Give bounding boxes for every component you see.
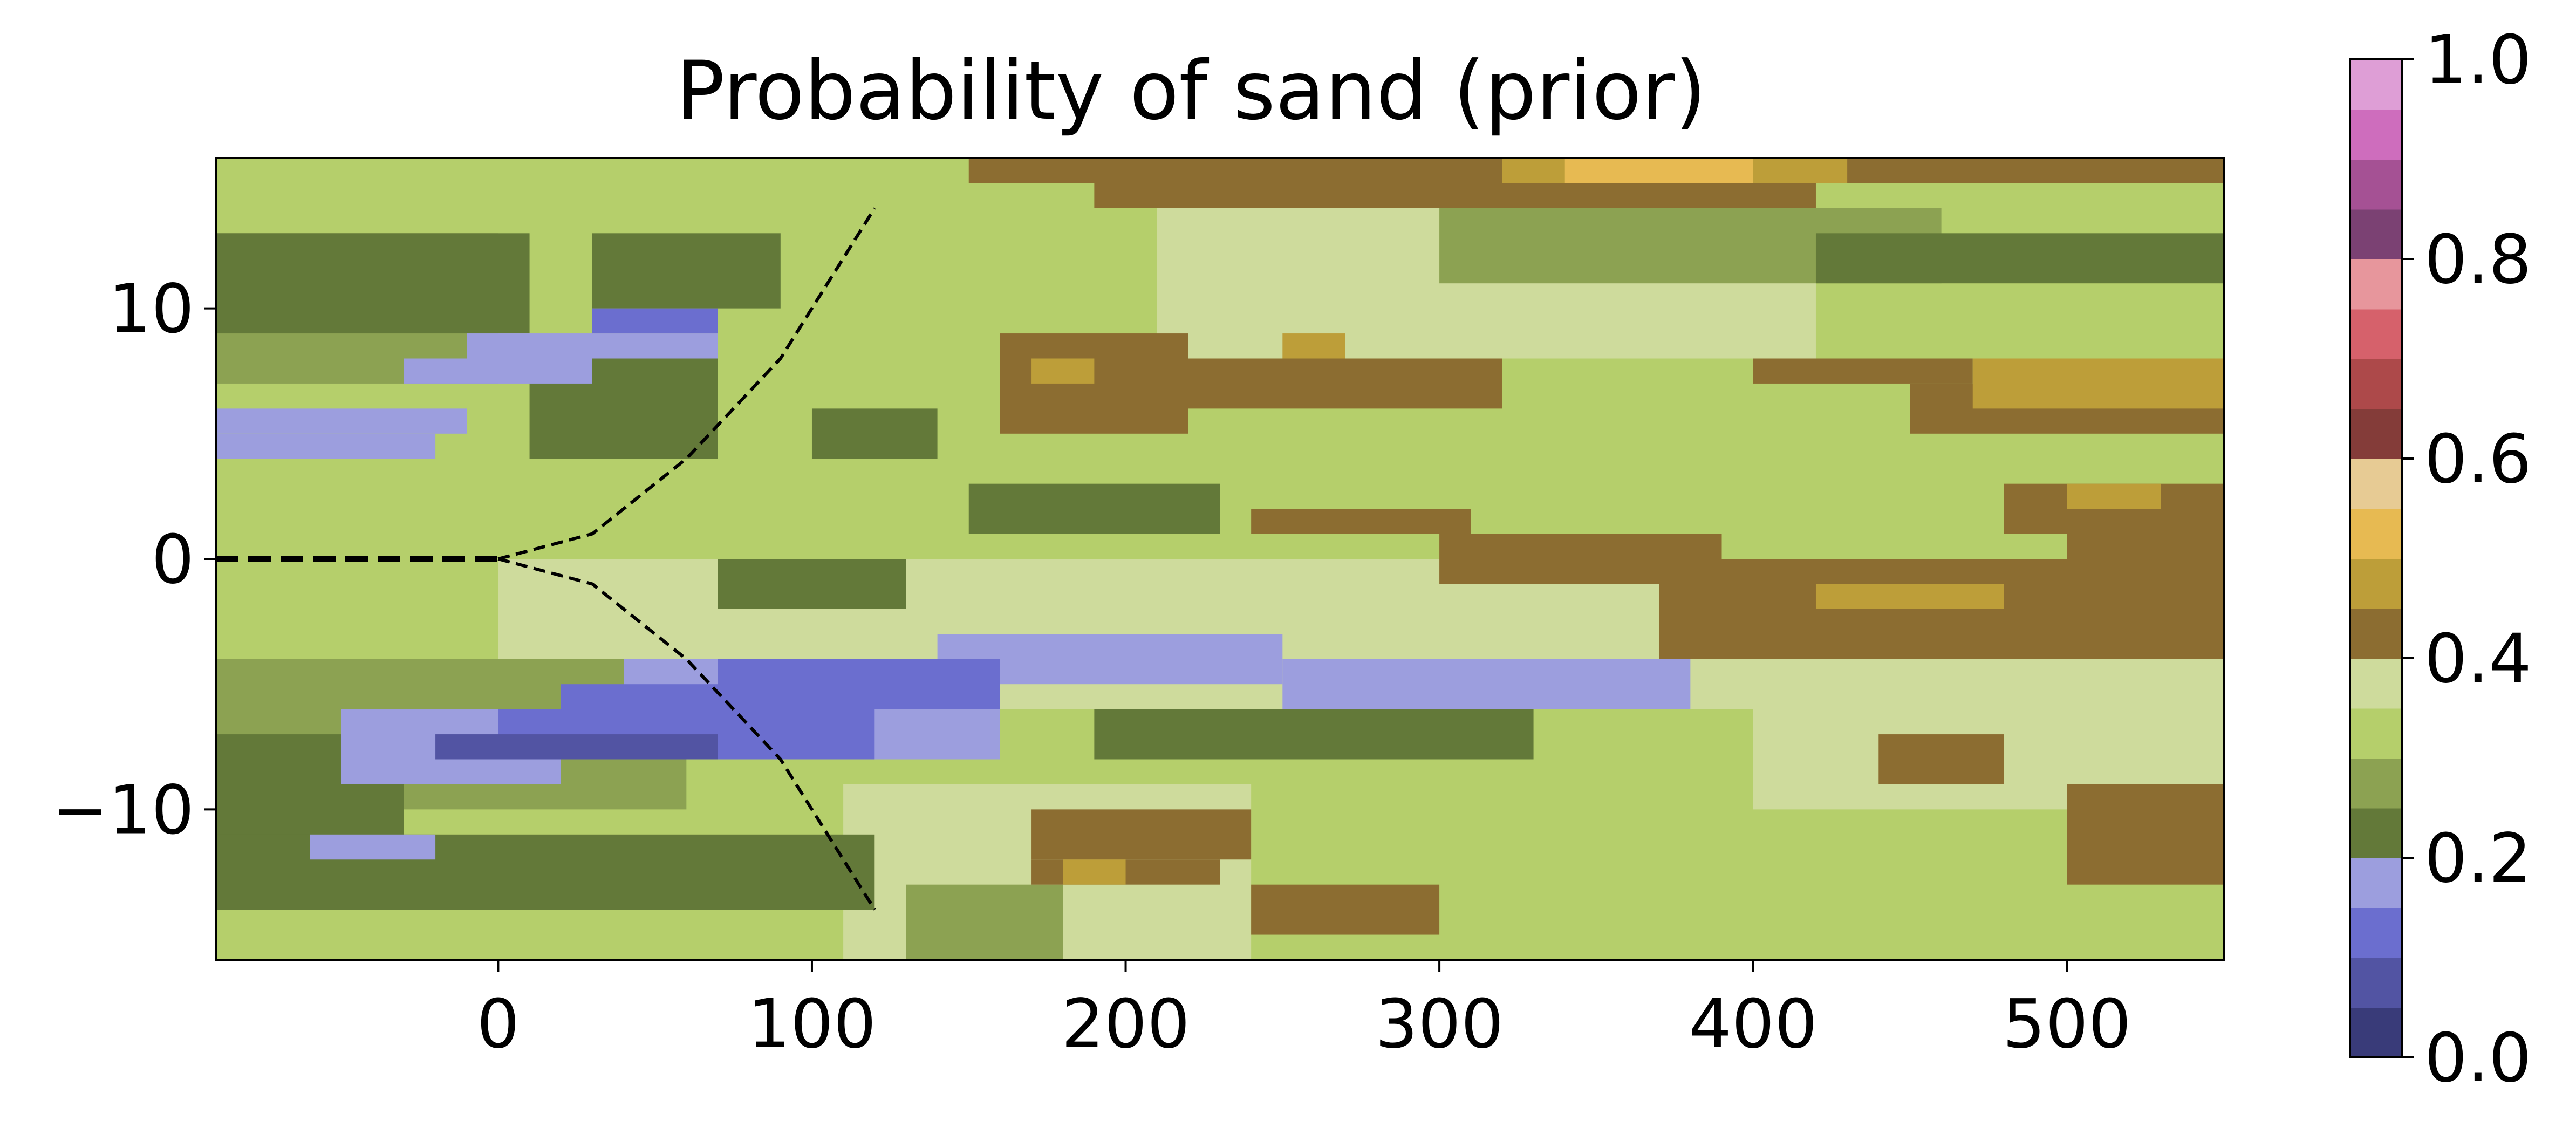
colorbar-swatch [2350, 209, 2402, 259]
colorbar-swatch [2350, 359, 2402, 409]
field-cell [1282, 333, 1345, 359]
chart-title: Probability of sand (prior) [676, 44, 1706, 138]
field-cell [216, 433, 436, 459]
y-tick-label: −10 [52, 771, 194, 849]
colorbar-swatch [2350, 858, 2402, 908]
field-cell [341, 759, 561, 784]
field-cell [216, 233, 530, 334]
field-cell [906, 884, 1063, 960]
field-cell [811, 408, 938, 459]
field-cell [1188, 358, 1502, 409]
dashed-lines [216, 207, 876, 911]
field-cell [1094, 709, 1534, 760]
field-cell [718, 559, 906, 609]
field-cell [467, 333, 718, 359]
colorbar-tick-label: 0.4 [2424, 620, 2532, 698]
colorbar-swatch [2350, 159, 2402, 210]
colorbar-swatch [2350, 459, 2402, 509]
y-tick-label: 10 [108, 270, 194, 349]
field-cell [2067, 784, 2224, 885]
dashed-line [497, 557, 876, 911]
colorbar-swatch [2350, 508, 2402, 559]
field-cell [1972, 358, 2224, 409]
colorbar-swatch [2350, 59, 2402, 110]
colorbar-swatch [2350, 708, 2402, 759]
colorbar-swatch [2350, 658, 2402, 709]
colorbar-tick-label: 1.0 [2424, 21, 2532, 99]
x-tick-label: 200 [1061, 985, 1190, 1063]
field-cell [435, 734, 718, 760]
field-cell [1094, 183, 1816, 208]
colorbar-swatch [2350, 907, 2402, 958]
colorbar-swatch [2350, 408, 2402, 459]
field-cell [1282, 659, 1691, 709]
y-tick-label: 0 [151, 521, 194, 599]
colorbar-tick-label: 0.8 [2424, 221, 2532, 299]
x-tick-label: 400 [1689, 985, 1817, 1063]
dashed-line [497, 207, 876, 561]
colorbar-tick-label: 0.6 [2424, 420, 2532, 498]
probability-field [216, 158, 2224, 960]
colorbar-swatch [2350, 259, 2402, 310]
x-tick-label: 0 [477, 985, 520, 1063]
field-cell [216, 408, 467, 434]
field-cell [1878, 734, 2004, 784]
field-cell [1031, 809, 1252, 860]
colorbar-swatch [2350, 758, 2402, 809]
colorbar-tick-label: 0.0 [2424, 1019, 2532, 1097]
field-cell [1753, 358, 1973, 384]
field-cell [968, 483, 1220, 534]
colorbar-swatch [2350, 558, 2402, 609]
field-cell [1815, 233, 2224, 284]
x-tick-label: 300 [1375, 985, 1504, 1063]
field-cell [718, 659, 1000, 709]
colorbar-swatch [2350, 1007, 2402, 1058]
field-cell [404, 358, 592, 384]
colorbar-swatch [2350, 109, 2402, 160]
field-cell [1031, 358, 1095, 384]
field-cell [592, 308, 718, 334]
colorbar-tick-label: 0.2 [2424, 819, 2532, 898]
colorbar-swatch [2350, 958, 2402, 1008]
y-axis: 10 0 −10 [52, 270, 216, 849]
colorbar-swatch [2350, 608, 2402, 659]
colorbar-swatch [2350, 808, 2402, 858]
field-cell [592, 233, 781, 309]
field-cell [310, 834, 436, 860]
field-cell [1564, 158, 1753, 183]
field-cell [1063, 859, 1126, 885]
field-cell [2067, 483, 2161, 509]
x-tick-label: 500 [2003, 985, 2131, 1063]
field-cell [1251, 884, 1440, 935]
field-cell [2067, 534, 2224, 584]
x-tick-label: 100 [748, 985, 877, 1063]
colorbar-swatch [2350, 309, 2402, 359]
field-cell [561, 684, 718, 709]
x-axis: 0 100 200 300 400 500 [477, 960, 2131, 1063]
colorbar: 0.0 0.2 0.4 0.6 0.8 1.0 [2349, 21, 2532, 1097]
field-cell [1815, 584, 2004, 609]
field-cell [1251, 509, 1471, 534]
colorbar-frame [2349, 58, 2403, 1058]
